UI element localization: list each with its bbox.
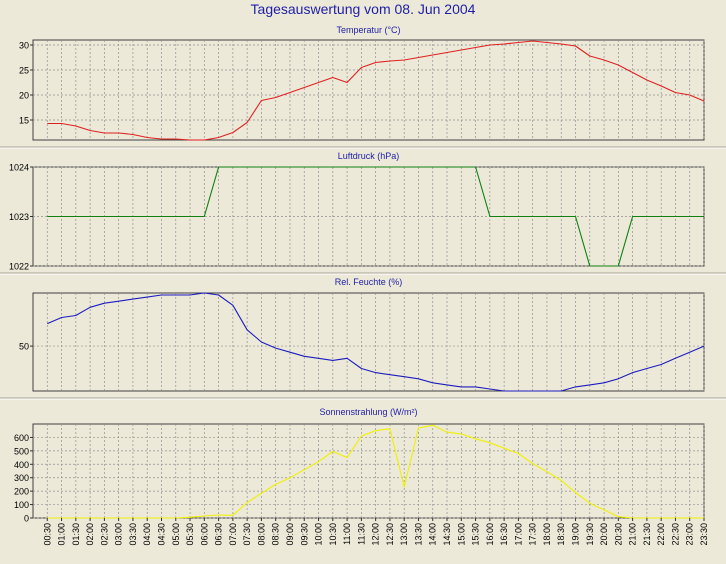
x-tick-label: 12:30 — [385, 523, 395, 546]
x-tick-label: 16:00 — [485, 523, 495, 546]
x-tick-label: 22:00 — [656, 523, 666, 546]
y-tick-label: 400 — [14, 460, 29, 470]
x-tick-label: 15:30 — [471, 523, 481, 546]
x-tick-label: 21:00 — [628, 523, 638, 546]
series-line-temperature — [47, 40, 705, 141]
plot-area-humidity — [32, 292, 705, 392]
x-tick-label: 23:30 — [699, 523, 709, 546]
x-tick-label: 05:00 — [171, 523, 181, 546]
x-tick-label: 02:00 — [85, 523, 95, 546]
x-tick-label: 07:30 — [242, 523, 252, 546]
x-tick-label: 14:30 — [442, 523, 452, 546]
x-tick-label: 03:00 — [114, 523, 124, 546]
x-tick-label: 08:30 — [271, 523, 281, 546]
y-tick-label: 30 — [19, 41, 29, 51]
y-tick-label: 200 — [14, 487, 29, 497]
y-tick-label: 0 — [24, 514, 29, 524]
x-tick-label: 14:00 — [428, 523, 438, 546]
y-tick-label: 20 — [19, 91, 29, 101]
y-tick-label: 50 — [19, 342, 29, 352]
x-tick-label: 18:30 — [556, 523, 566, 546]
x-tick-label: 08:00 — [256, 523, 266, 546]
panel-title-radiation: Sonnenstrahlung (W/m²) — [319, 407, 417, 417]
panel-title-temperature: Temperatur (°C) — [336, 25, 400, 35]
y-tick-label: 100 — [14, 500, 29, 510]
page-title: Tagesauswertung vom 08. Jun 2004 — [250, 1, 476, 17]
series-line-radiation — [47, 424, 704, 519]
x-tick-label: 02:30 — [99, 523, 109, 546]
panel-title-humidity: Rel. Feuchte (%) — [335, 277, 403, 287]
x-tick-label: 09:00 — [285, 523, 295, 546]
series-line-pressure — [47, 166, 704, 267]
x-tick-label: 15:00 — [456, 523, 466, 546]
x-tick-label: 23:00 — [685, 523, 695, 546]
x-tick-label: 18:00 — [542, 523, 552, 546]
x-tick-label: 04:30 — [157, 523, 167, 546]
x-tick-label: 20:00 — [599, 523, 609, 546]
x-tick-label: 22:30 — [670, 523, 680, 546]
x-tick-label: 01:00 — [57, 523, 67, 546]
x-tick-label: 11:00 — [342, 523, 352, 545]
x-tick-label: 13:30 — [414, 523, 424, 546]
y-tick-label: 1022 — [9, 262, 29, 272]
plot-area-temperature — [32, 39, 705, 141]
x-tick-label: 06:30 — [214, 523, 224, 546]
x-tick-label: 04:00 — [142, 523, 152, 546]
y-tick-label: 25 — [19, 66, 29, 76]
x-tick-label: 10:30 — [328, 523, 338, 546]
x-tick-label: 20:30 — [613, 523, 623, 546]
x-tick-label: 01:30 — [71, 523, 81, 546]
x-tick-label: 11:30 — [356, 523, 366, 545]
x-tick-label: 13:00 — [399, 523, 409, 546]
x-tick-label: 05:30 — [185, 523, 195, 546]
x-tick-label: 06:00 — [199, 523, 209, 546]
x-tick-label: 19:00 — [571, 523, 581, 546]
x-tick-label: 09:30 — [299, 523, 309, 546]
x-tick-label: 21:30 — [642, 523, 652, 546]
plot-area-radiation — [32, 423, 705, 519]
series-line-humidity — [47, 292, 705, 392]
x-tick-label: 12:00 — [371, 523, 381, 546]
y-tick-label: 300 — [14, 473, 29, 483]
y-tick-label: 15 — [19, 116, 29, 126]
x-tick-label: 16:30 — [499, 523, 509, 546]
x-tick-label: 03:30 — [128, 523, 138, 546]
x-tick-label: 17:00 — [513, 523, 523, 546]
y-tick-label: 500 — [14, 446, 29, 456]
x-tick-label: 19:30 — [585, 523, 595, 546]
panel-title-pressure: Luftdruck (hPa) — [338, 151, 400, 161]
x-tick-label: 07:00 — [228, 523, 238, 546]
y-tick-label: 1023 — [9, 212, 29, 222]
y-tick-label: 600 — [14, 433, 29, 443]
x-tick-label: 00:30 — [42, 523, 52, 546]
x-tick-label: 10:00 — [314, 523, 324, 546]
x-tick-label: 17:30 — [528, 523, 538, 546]
y-tick-label: 1024 — [9, 163, 29, 173]
